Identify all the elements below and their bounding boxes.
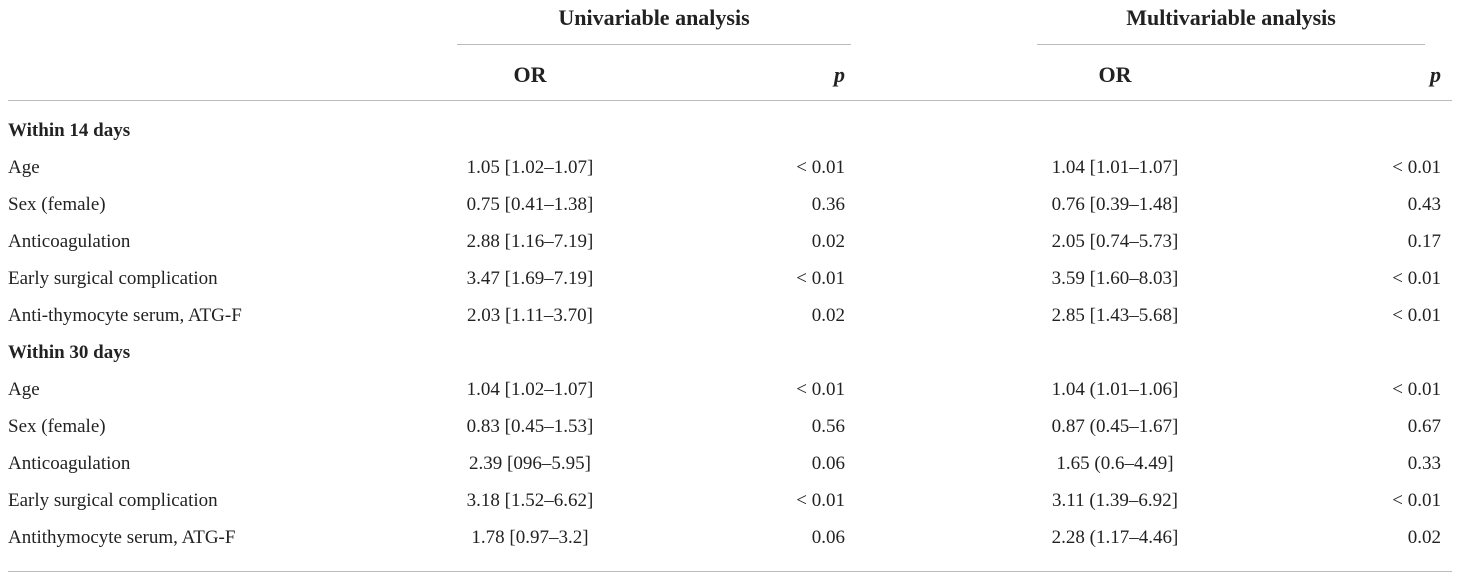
cell: 0.17	[1407, 231, 1441, 252]
cell: 0.33	[1407, 453, 1441, 474]
row-label: Age	[8, 379, 40, 400]
cell: 0.67	[1407, 416, 1441, 437]
row-label: Sex (female)	[8, 416, 106, 437]
cell: 0.36	[811, 194, 845, 215]
group-header: Multivariable analysis	[1126, 5, 1336, 30]
cell: 2.39 [096–5.95]	[469, 453, 591, 474]
row-label: Anti-thymocyte serum, ATG-F	[8, 305, 242, 326]
cell: 1.65 (0.6–4.49]	[1056, 453, 1174, 474]
row-label: Sex (female)	[8, 194, 106, 215]
cell: 2.88 [1.16–7.19]	[466, 231, 594, 252]
column-header: OR	[1098, 62, 1132, 87]
cell: 2.85 [1.43–5.68]	[1051, 305, 1179, 326]
cell: 3.59 [1.60–8.03]	[1051, 268, 1179, 289]
row-label: Anticoagulation	[8, 453, 131, 474]
cell: 3.11 (1.39–6.92]	[1052, 490, 1178, 511]
cell: 0.02	[1407, 527, 1441, 548]
cell: 3.18 [1.52–6.62]	[466, 490, 594, 511]
cell: 3.47 [1.69–7.19]	[466, 268, 594, 289]
column-header: p	[1430, 62, 1441, 87]
cell: 1.04 [1.02–1.07]	[466, 379, 594, 400]
cell: < 0.01	[1392, 157, 1441, 178]
cell: < 0.01	[796, 490, 845, 511]
group-header: Univariable analysis	[558, 5, 750, 30]
cell: < 0.01	[1392, 305, 1441, 326]
cell: < 0.01	[796, 157, 845, 178]
cell: 1.04 (1.01–1.06]	[1051, 379, 1179, 400]
cell: 1.04 [1.01–1.07]	[1051, 157, 1179, 178]
cell: < 0.01	[1392, 490, 1441, 511]
rule	[8, 571, 1452, 572]
row-label: Antithymocyte serum, ATG-F	[8, 527, 236, 548]
cell: < 0.01	[796, 268, 845, 289]
cell: 2.05 [0.74–5.73]	[1051, 231, 1179, 252]
cell: 0.76 [0.39–1.48]	[1051, 194, 1179, 215]
cell: 0.75 [0.41–1.38]	[466, 194, 594, 215]
section-title: Within 14 days	[8, 120, 131, 141]
cell: 0.43	[1407, 194, 1441, 215]
column-header: p	[834, 62, 845, 87]
rule	[457, 44, 851, 45]
cell: 0.06	[811, 527, 845, 548]
cell: 0.87 (0.45–1.67]	[1051, 416, 1179, 437]
row-label: Anticoagulation	[8, 231, 131, 252]
row-label: Early surgical complication	[8, 268, 218, 289]
rule	[1037, 44, 1425, 45]
row-label: Age	[8, 157, 40, 178]
cell: < 0.01	[1392, 379, 1441, 400]
cell: 2.28 (1.17–4.46]	[1051, 527, 1179, 548]
cell: 2.03 [1.11–3.70]	[467, 305, 593, 326]
cell: 0.02	[811, 231, 845, 252]
section-title: Within 30 days	[8, 342, 131, 363]
cell: < 0.01	[1392, 268, 1441, 289]
cell: 1.05 [1.02–1.07]	[466, 157, 594, 178]
row-label: Early surgical complication	[8, 490, 218, 511]
cell: < 0.01	[796, 379, 845, 400]
cell: 0.56	[811, 416, 845, 437]
rule	[8, 100, 1452, 101]
cell: 0.02	[811, 305, 845, 326]
cell: 0.06	[811, 453, 845, 474]
cell: 0.83 [0.45–1.53]	[466, 416, 594, 437]
column-header: OR	[513, 62, 547, 87]
cell: 1.78 [0.97–3.2]	[471, 527, 589, 548]
